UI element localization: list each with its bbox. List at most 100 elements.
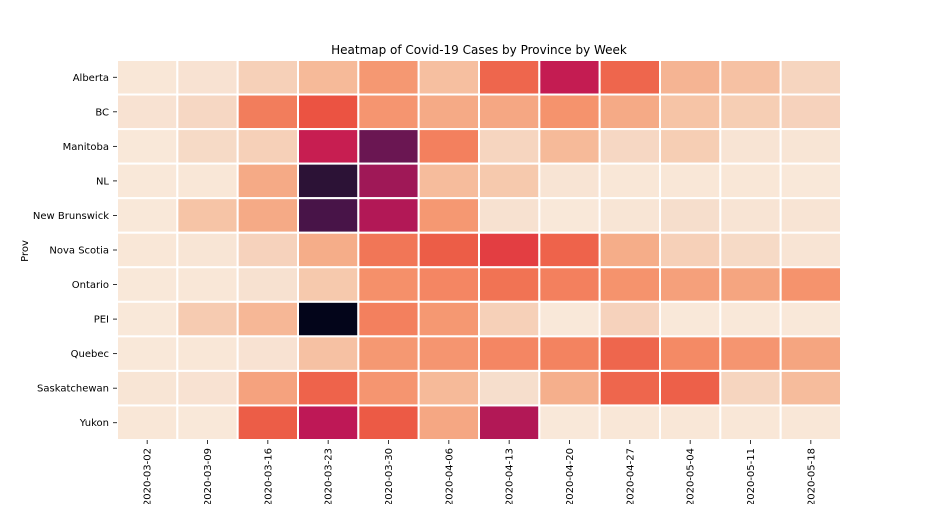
heatmap-cell [297,369,360,407]
x-tick-label: 2020-04-27 [625,448,636,504]
heatmap-cell [538,93,601,131]
heatmap-cell [176,369,239,407]
x-tick-label: 2020-03-23 [324,448,335,504]
heatmap-cell [236,59,300,96]
heatmap-cell [116,404,179,442]
heatmap-cell [598,300,662,338]
heatmap-cell [779,300,843,338]
heatmap-cell [478,162,541,200]
heatmap-cell [779,162,843,200]
heatmap-cell [357,404,420,442]
heatmap-cell [719,335,782,372]
heatmap-cell [598,197,662,234]
heatmap-cell [116,162,179,200]
heatmap-cell [598,93,662,131]
heatmap-cell [779,197,843,234]
heatmap-cell [417,93,480,131]
heatmap-cell [116,369,179,407]
heatmap-cell [538,404,601,442]
heatmap-cell [719,197,782,234]
heatmap-cell [236,162,300,200]
heatmap-cell [176,59,239,96]
heatmap-cell [417,197,480,234]
heatmap-cell [719,59,782,96]
heatmap-cell [779,231,843,269]
heatmap-cell [719,231,782,269]
heatmap-cell [417,404,480,442]
heatmap-cell [417,335,480,372]
heatmap-cell [357,197,420,234]
heatmap-cell [659,404,722,442]
heatmap-cell [176,266,239,303]
x-tick-label: 2020-04-13 [505,448,516,504]
heatmap-cell [176,128,239,165]
heatmap-cell [779,266,843,303]
heatmap-cell [779,59,843,96]
heatmap-cell [598,128,662,165]
y-tick-label: Saskatchewan [37,384,109,395]
heatmap-cell [538,369,601,407]
heatmap-cell [478,369,541,407]
heatmap-cell [478,300,541,338]
heatmap-cell [297,59,360,96]
heatmap-cell [357,93,420,131]
heatmap-cell [598,266,662,303]
heatmap-cell [659,335,722,372]
y-tick-label: BC [95,107,109,118]
y-axis-label: Prov [20,240,31,262]
heatmap-cell [357,59,420,96]
y-tick-label: Nova Scotia [49,246,109,257]
heatmap-cell [297,266,360,303]
heatmap-cell [357,369,420,407]
heatmap-cell [357,266,420,303]
heatmap-cell [719,162,782,200]
heatmap-cell [779,404,843,442]
x-tick-label: 2020-04-06 [444,448,455,504]
heatmap-cell [719,369,782,407]
heatmap-cell [297,335,360,372]
y-tick-label: Yukon [79,418,109,429]
heatmap-cell [478,231,541,269]
heatmap-cell [598,335,662,372]
x-tick-label: 2020-04-20 [565,448,576,504]
heatmap-cell [297,93,360,131]
heatmap-cell [357,231,420,269]
heatmap-cell [417,128,480,165]
heatmap-cell [478,266,541,303]
heatmap-cell [779,93,843,131]
heatmap-cell [478,93,541,131]
heatmap-cell [116,93,179,131]
x-tick-label: 2020-05-04 [686,448,697,504]
heatmap-cell [357,300,420,338]
heatmap-cell [116,231,179,269]
y-tick-label: Manitoba [63,142,109,153]
heatmap-cell [236,93,300,131]
x-tick-label: 2020-05-18 [806,448,817,504]
heatmap-cell [176,335,239,372]
heatmap-cell [719,300,782,338]
heatmap-cell [236,197,300,234]
heatmap-cell [779,335,843,372]
heatmap-cell [659,59,722,96]
heatmap-cell [779,369,843,407]
heatmap-cell [116,266,179,303]
heatmap-cell [176,93,239,131]
x-tick-label: 2020-03-02 [143,448,154,504]
heatmap-cell [417,59,480,96]
heatmap-cell [176,162,239,200]
y-tick-label: Alberta [73,73,109,84]
heatmap-cell [417,369,480,407]
heatmap-cell [116,197,179,234]
heatmap-cell [478,335,541,372]
heatmap-cell [598,231,662,269]
heatmap-cell [236,404,300,442]
heatmap-cell [297,128,360,165]
heatmap-cell [236,300,300,338]
heatmap-cell [236,266,300,303]
heatmap-cell [538,231,601,269]
heatmap-cell [719,404,782,442]
heatmap-cell [116,335,179,372]
heatmap-cell [297,162,360,200]
heatmap-cell [659,197,722,234]
